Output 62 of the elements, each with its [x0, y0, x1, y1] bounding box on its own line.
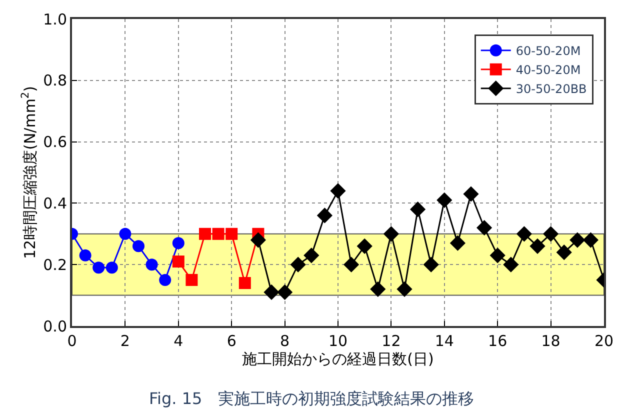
y-tick-label: 0.4 [43, 194, 67, 212]
point [410, 202, 426, 218]
point [344, 256, 360, 272]
x-tick-label: 0 [67, 332, 77, 350]
point [543, 226, 559, 242]
x-tick-label: 16 [488, 332, 508, 350]
point [106, 262, 118, 274]
point [238, 277, 251, 290]
caption: Fig. 15 実施工時の初期強度試験結果の推移 [149, 389, 474, 408]
point [476, 220, 492, 236]
y-tick-label: 1.0 [43, 10, 67, 28]
legend-label: 30-50-20BB [516, 82, 587, 96]
point [119, 228, 132, 240]
legend-label: 60-50-20M [516, 44, 581, 58]
point [277, 284, 293, 300]
point [159, 274, 172, 286]
point [570, 232, 586, 248]
point [212, 228, 224, 240]
point [396, 281, 412, 297]
point [250, 232, 266, 248]
point [436, 192, 452, 208]
point [423, 256, 439, 272]
point [490, 248, 506, 264]
point [304, 248, 320, 264]
point [356, 238, 372, 254]
x-tick-label: 20 [594, 332, 614, 350]
y-tick-label: 0.0 [43, 317, 67, 336]
point [264, 284, 280, 300]
point [199, 228, 211, 240]
point [530, 238, 546, 254]
point [463, 186, 479, 202]
x-tick-label: 12 [382, 332, 401, 350]
point [383, 226, 399, 242]
x-tick-label: 8 [280, 332, 290, 350]
x-tick-label: 10 [328, 332, 348, 350]
point [79, 249, 92, 262]
point [503, 256, 519, 272]
point [172, 237, 184, 250]
x-axis-title: 施工開始からの経過日数(日) [242, 350, 434, 368]
point [172, 256, 184, 268]
point [186, 274, 198, 286]
point [370, 281, 386, 297]
point [316, 208, 332, 224]
x-tick-label: 14 [434, 332, 454, 350]
x-tick-label: 6 [226, 332, 236, 350]
point [516, 226, 532, 242]
point [226, 228, 238, 240]
point [582, 232, 598, 248]
y-tick-label: 0.8 [43, 72, 67, 90]
point [450, 235, 466, 251]
legend-label: 40-50-20M [516, 63, 581, 78]
point [132, 240, 144, 252]
x-tick-label: 2 [120, 332, 130, 350]
point [556, 244, 572, 260]
point [92, 262, 105, 274]
point [290, 256, 306, 272]
y-tick-label: 0.6 [43, 133, 67, 152]
point [330, 183, 346, 199]
point [146, 258, 158, 271]
x-tick-label: 18 [541, 332, 560, 350]
y-tick-label: 0.2 [43, 256, 67, 274]
x-tick-label: 4 [174, 332, 184, 350]
